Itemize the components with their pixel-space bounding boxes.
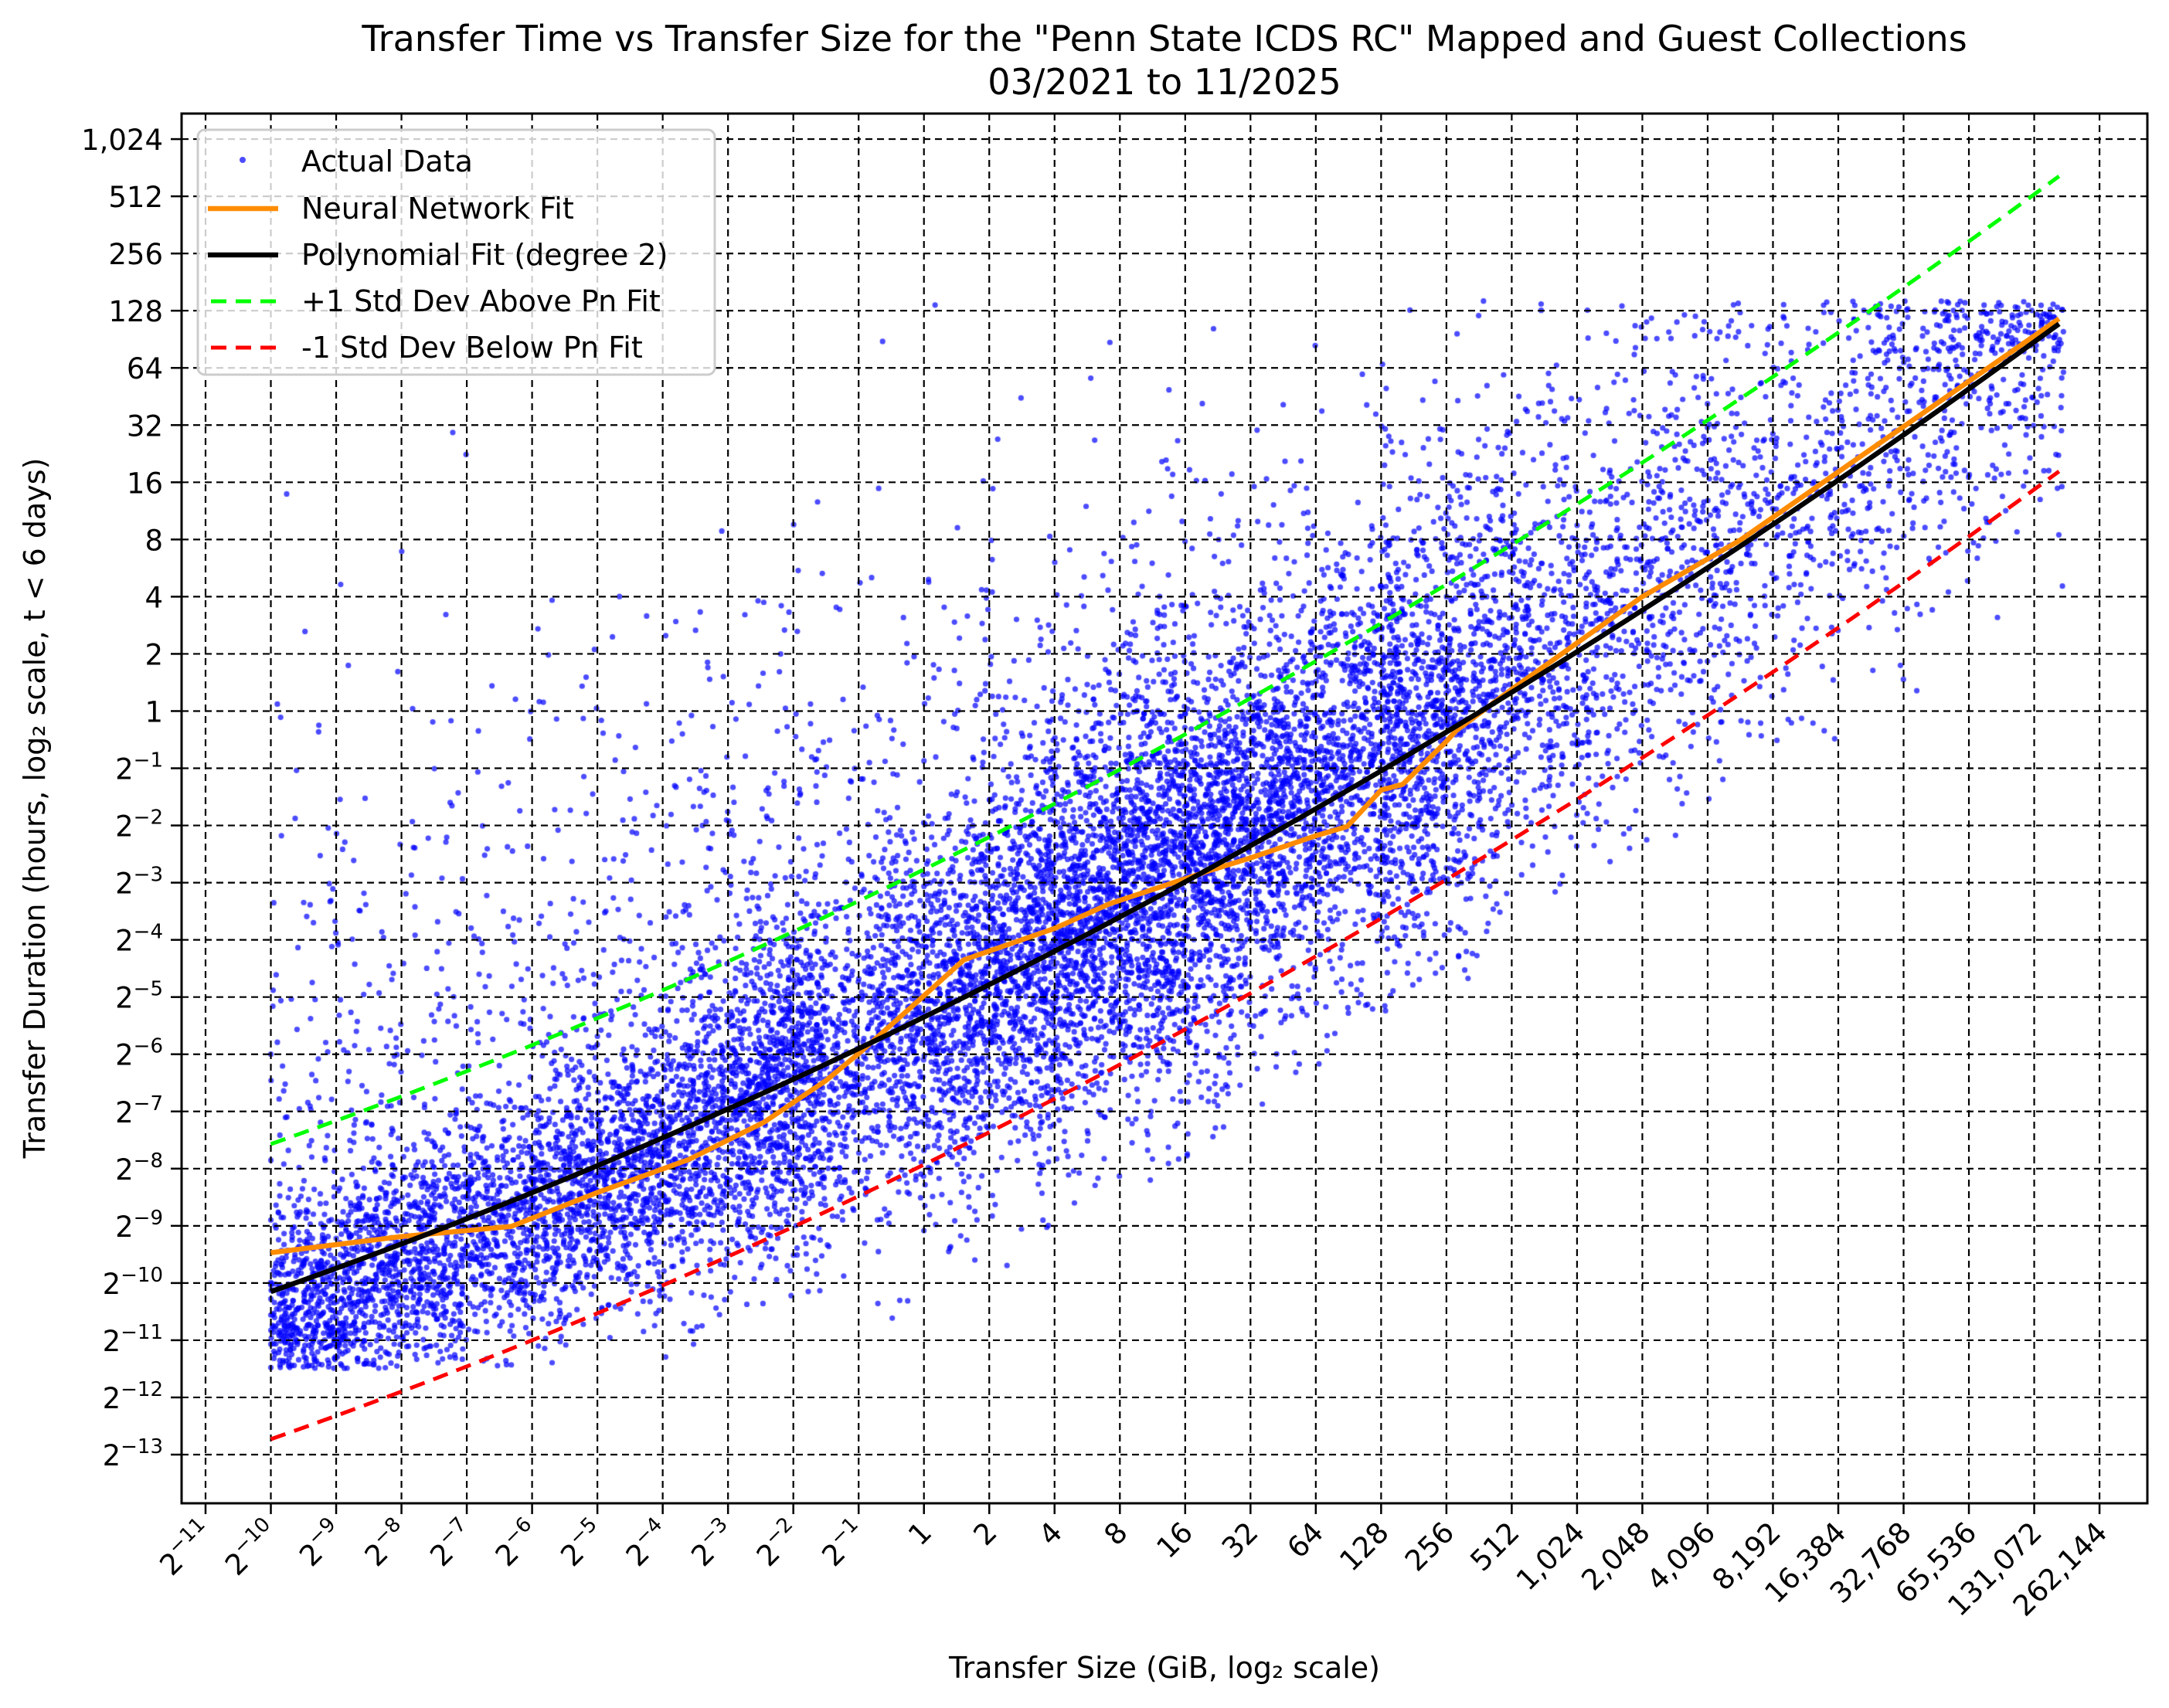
tick-label: 4 (1032, 1516, 1069, 1552)
tick-label: 2−11 (151, 1513, 219, 1581)
tick-label: 2−4 (115, 921, 163, 958)
x-axis-label: Transfer Size (GiB, log₂ scale) (948, 1651, 1380, 1685)
tick-label: 2−5 (552, 1513, 612, 1573)
legend-item: Actual Data (240, 144, 473, 178)
legend-label: +1 Std Dev Above Pn Fit (301, 284, 661, 318)
legend-label: Neural Network Fit (301, 192, 574, 226)
tick-label: 8 (1098, 1516, 1134, 1552)
neural-network-fit-line (270, 316, 2061, 1255)
legend: Actual Data Neural Network Fit Polynomial … (196, 128, 716, 376)
tick-label: 2−3 (682, 1513, 743, 1573)
minus-std-dev-line (270, 470, 2061, 1441)
tick-label: 2 (967, 1516, 1004, 1552)
legend-label: -1 Std Dev Below Pn Fit (301, 331, 643, 365)
tick-label: 2−8 (115, 1149, 163, 1187)
tick-label: 2−10 (103, 1264, 163, 1301)
tick-label: 2−5 (115, 978, 163, 1015)
tick-label: 2−7 (115, 1092, 163, 1129)
tick-label: 128 (1333, 1516, 1395, 1577)
tick-label: 32 (1215, 1516, 1265, 1565)
legend-item: +1 Std Dev Above Pn Fit (211, 284, 661, 318)
fit-curves (270, 175, 2061, 1441)
tick-label: 2−6 (115, 1035, 163, 1072)
tick-label: 32 (127, 409, 163, 443)
tick-label: 2−13 (103, 1435, 163, 1472)
tick-label: 64 (127, 352, 163, 385)
tick-label: 2−1 (115, 749, 163, 786)
tick-label: 4 (144, 581, 163, 614)
axes-frame (180, 112, 2149, 1505)
tick-label: 2−8 (355, 1513, 416, 1573)
legend-box (196, 128, 716, 376)
tick-label: 2−10 (216, 1513, 284, 1581)
y-axis-ticks: 1,024 512 256 128 64 32 16 8 4 2 1 2−1 2−2 2−3 2−4 2−5 2… (81, 124, 182, 1472)
x-axis-ticks: 2−112−10 2−92−82−72−62−52−42−32−22−1 1 2 4 8 1… (151, 1503, 2113, 1623)
tick-label: 2−12 (103, 1378, 163, 1415)
plot-frame (180, 112, 2149, 1505)
legend-label: Polynomial Fit (degree 2) (301, 238, 668, 272)
tick-label: 2−3 (115, 864, 163, 901)
tick-label: 2−9 (115, 1207, 163, 1244)
tick-label: 1,024 (1510, 1516, 1591, 1597)
tick-label: 1,024 (81, 124, 163, 157)
tick-label: 1 (144, 695, 163, 728)
tick-label: 2−7 (421, 1513, 481, 1573)
tick-label: 2−6 (486, 1513, 546, 1573)
legend-marker-icon (240, 157, 246, 163)
tick-label: 128 (108, 295, 163, 328)
y-axis-label: Transfer Duration (hours, log₂ scale, t … (18, 458, 52, 1160)
legend-item: Polynomial Fit (degree 2) (208, 238, 668, 272)
tick-label: 2−2 (747, 1513, 807, 1573)
tick-label: 512 (108, 181, 163, 214)
tick-label: 1 (902, 1516, 938, 1552)
tick-label: 2−9 (291, 1513, 351, 1573)
tick-label: 2−2 (115, 806, 163, 844)
tick-label: 2 (144, 638, 163, 671)
tick-label: 8 (144, 524, 163, 557)
legend-item: Neural Network Fit (208, 192, 574, 226)
tick-label: 2−1 (813, 1513, 873, 1573)
tick-label: 2−4 (617, 1513, 677, 1573)
polynomial-fit-line (270, 321, 2061, 1295)
tick-label: 256 (1399, 1516, 1460, 1577)
tick-label: 64 (1280, 1516, 1330, 1565)
tick-label: 4,096 (1640, 1516, 1722, 1597)
tick-label: 256 (108, 238, 163, 271)
tick-label: 2,048 (1575, 1516, 1656, 1597)
tick-label: 2−11 (103, 1321, 163, 1358)
tick-label: 16 (127, 467, 163, 500)
tick-label: 16 (1150, 1516, 1199, 1565)
legend-item: -1 Std Dev Below Pn Fit (211, 331, 643, 365)
legend-label: Actual Data (301, 144, 473, 178)
